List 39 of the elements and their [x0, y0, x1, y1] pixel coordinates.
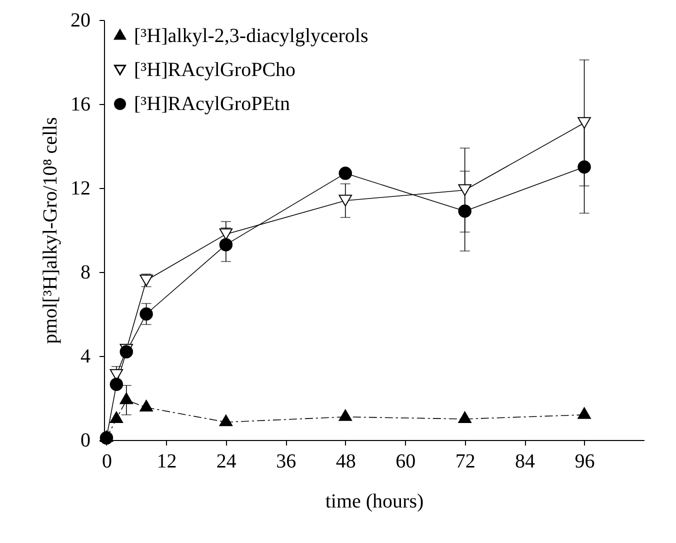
x-tick-label: 84 [515, 450, 536, 472]
y-tick-label: 16 [70, 94, 90, 116]
point [578, 160, 591, 174]
x-tick-label: 96 [574, 450, 595, 472]
point [458, 204, 472, 218]
point [458, 411, 472, 424]
y-tick-label: 4 [80, 346, 90, 368]
point [338, 409, 352, 421]
x-tick-label: 48 [336, 450, 356, 472]
y-tick-label: 20 [70, 10, 90, 32]
y-tick-label: 0 [80, 430, 90, 452]
point [338, 194, 352, 206]
x-tick-label: 0 [102, 450, 112, 472]
legend-label: [³H]alkyl-2,3-diacylglycerols [134, 25, 368, 47]
point [110, 378, 124, 391]
point [458, 184, 472, 196]
point [219, 414, 233, 426]
point [110, 411, 124, 424]
point [578, 117, 591, 129]
legend-label: [³H]RAcylGroPEtn [134, 93, 290, 115]
x-tick-label: 60 [396, 450, 416, 472]
legend-label: [³H]RAcylGroPCho [134, 59, 296, 81]
y-axis-title: pmol[³H]alkyl-Gro/10⁸ cells [40, 116, 62, 344]
point [120, 345, 134, 358]
point [338, 166, 352, 180]
point [219, 228, 233, 240]
x-tick-label: 12 [156, 450, 177, 472]
x-tick-label: 72 [455, 450, 476, 472]
x-axis-title: time (hours) [325, 490, 424, 512]
point [120, 392, 134, 404]
x-tick-label: 24 [216, 450, 236, 472]
y-tick-label: 8 [80, 262, 90, 284]
point [100, 431, 114, 445]
point [140, 307, 153, 321]
point [140, 400, 153, 412]
x-tick-label: 36 [276, 450, 296, 472]
y-tick-label: 12 [70, 178, 90, 200]
point [578, 407, 591, 419]
point [219, 238, 233, 252]
